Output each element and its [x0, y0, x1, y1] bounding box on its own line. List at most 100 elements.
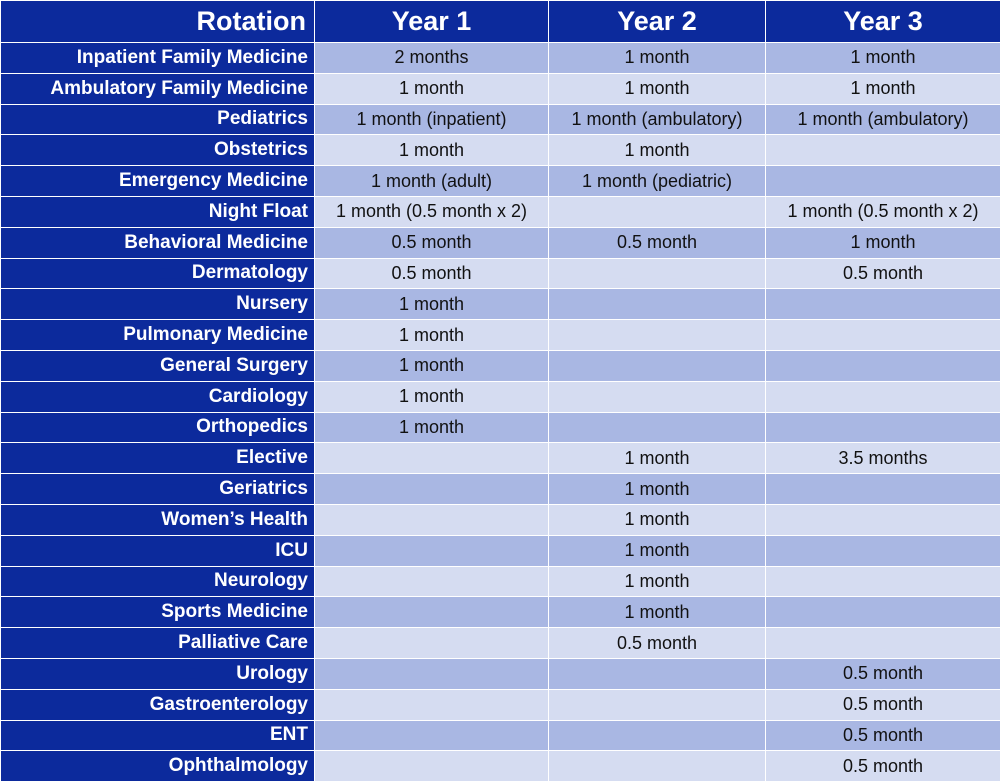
year-1-cell: 1 month (inpatient) [314, 103, 549, 136]
year-3-cell: 1 month (ambulatory) [765, 103, 1000, 136]
year-1-cell [314, 473, 549, 505]
rotation-name: Elective [0, 442, 315, 475]
year-2-cell [548, 349, 766, 382]
year-2-cell [548, 719, 766, 752]
year-3-cell: 0.5 month [765, 657, 1000, 690]
table-row: ICU 1 month [0, 534, 1000, 567]
year-1-cell [314, 688, 549, 721]
rotation-name: ICU [0, 534, 315, 567]
year-1-cell: 1 month [314, 349, 549, 382]
year-3-cell [765, 411, 1000, 444]
table-row: Urology 0.5 month [0, 657, 1000, 690]
year-1-cell: 2 months [314, 42, 549, 74]
rotation-name: Orthopedics [0, 411, 315, 444]
year-2-cell: 1 month [548, 565, 766, 598]
rotation-name: Ophthalmology [0, 750, 315, 782]
rotation-name: Gastroenterology [0, 688, 315, 721]
table-row: Gastroenterology 0.5 month [0, 688, 1000, 721]
year-3-cell: 1 month [765, 72, 1000, 105]
table-row: Emergency Medicine 1 month (adult) 1 mon… [0, 165, 1000, 197]
rotation-name: Geriatrics [0, 473, 315, 505]
year-3-cell [765, 503, 1000, 536]
year-3-cell: 1 month [765, 226, 1000, 259]
year-3-cell: 0.5 month [765, 688, 1000, 721]
year-1-cell [314, 719, 549, 752]
year-3-cell [765, 165, 1000, 197]
table-row: General Surgery 1 month [0, 349, 1000, 382]
table-row: Night Float 1 month (0.5 month x 2) 1 mo… [0, 195, 1000, 228]
table-row: Nursery 1 month [0, 288, 1000, 321]
rotation-name: Emergency Medicine [0, 165, 315, 197]
year-1-cell: 1 month [314, 380, 549, 413]
year-3-cell: 3.5 months [765, 442, 1000, 475]
table-row: Ophthalmology 0.5 month [0, 750, 1000, 782]
year-3-cell: 1 month (0.5 month x 2) [765, 195, 1000, 228]
year-1-cell [314, 750, 549, 782]
year-3-cell [765, 288, 1000, 321]
year-2-cell: 1 month [548, 134, 766, 167]
table-row: Obstetrics 1 month 1 month [0, 134, 1000, 167]
year-2-cell [548, 319, 766, 351]
rotation-name: Behavioral Medicine [0, 226, 315, 259]
rotation-name: ENT [0, 719, 315, 752]
year-3-cell: 0.5 month [765, 257, 1000, 290]
year-3-cell: 1 month [765, 42, 1000, 74]
year-3-cell [765, 349, 1000, 382]
year-3-cell [765, 565, 1000, 598]
year-2-cell: 1 month [548, 473, 766, 505]
rotation-name: Cardiology [0, 380, 315, 413]
year-2-cell [548, 380, 766, 413]
year-1-cell: 0.5 month [314, 257, 549, 290]
year-2-cell [548, 195, 766, 228]
table-row: Geriatrics 1 month [0, 473, 1000, 505]
table-row: Inpatient Family Medicine 2 months 1 mon… [0, 42, 1000, 74]
year-2-cell: 1 month [548, 596, 766, 629]
year-2-cell: 1 month [548, 72, 766, 105]
rotation-name: Ambulatory Family Medicine [0, 72, 315, 105]
table-row: Cardiology 1 month [0, 380, 1000, 413]
header-year-1: Year 1 [314, 0, 549, 43]
year-3-cell: 0.5 month [765, 750, 1000, 782]
table-row: Neurology 1 month [0, 565, 1000, 598]
year-1-cell: 1 month (0.5 month x 2) [314, 195, 549, 228]
year-3-cell [765, 596, 1000, 629]
year-2-cell: 0.5 month [548, 226, 766, 259]
year-3-cell [765, 473, 1000, 505]
year-1-cell: 1 month [314, 319, 549, 351]
year-1-cell [314, 657, 549, 690]
year-3-cell: 0.5 month [765, 719, 1000, 752]
year-1-cell: 1 month [314, 72, 549, 105]
year-2-cell: 1 month [548, 503, 766, 536]
rotation-name: Night Float [0, 195, 315, 228]
year-2-cell [548, 411, 766, 444]
rotation-name: Nursery [0, 288, 315, 321]
table-row: Behavioral Medicine 0.5 month 0.5 month … [0, 226, 1000, 259]
table-row: Women’s Health 1 month [0, 503, 1000, 536]
year-2-cell [548, 688, 766, 721]
header-row: Rotation Year 1 Year 2 Year 3 [0, 0, 1000, 43]
rotation-name: Pulmonary Medicine [0, 319, 315, 351]
year-2-cell [548, 288, 766, 321]
year-3-cell [765, 534, 1000, 567]
rotation-name: Dermatology [0, 257, 315, 290]
year-1-cell: 1 month [314, 411, 549, 444]
rotation-name: General Surgery [0, 349, 315, 382]
year-1-cell [314, 596, 549, 629]
year-3-cell [765, 380, 1000, 413]
table-row: Ambulatory Family Medicine 1 month 1 mon… [0, 72, 1000, 105]
year-2-cell: 1 month [548, 442, 766, 475]
year-2-cell [548, 750, 766, 782]
year-1-cell: 1 month (adult) [314, 165, 549, 197]
year-2-cell: 1 month [548, 42, 766, 74]
rotation-name: Neurology [0, 565, 315, 598]
year-1-cell [314, 503, 549, 536]
year-1-cell: 0.5 month [314, 226, 549, 259]
table-row: Pulmonary Medicine 1 month [0, 319, 1000, 351]
year-2-cell: 1 month (pediatric) [548, 165, 766, 197]
year-2-cell: 0.5 month [548, 627, 766, 659]
rotation-name: Sports Medicine [0, 596, 315, 629]
table-row: Elective 1 month 3.5 months [0, 442, 1000, 475]
year-1-cell: 1 month [314, 134, 549, 167]
rotation-name: Pediatrics [0, 103, 315, 136]
